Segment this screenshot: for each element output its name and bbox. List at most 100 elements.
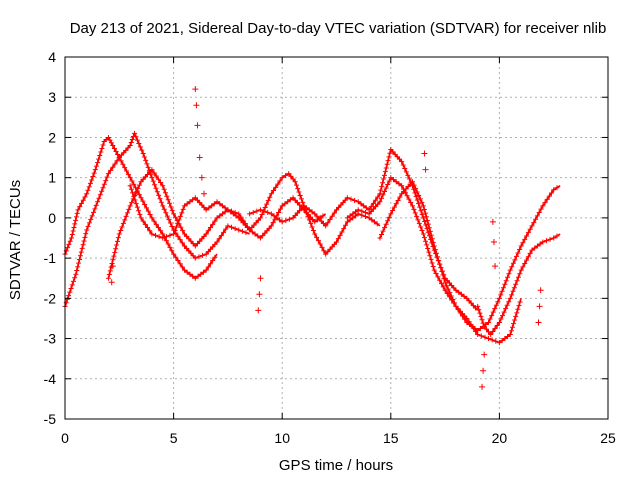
data-point (405, 172, 411, 178)
data-point (136, 140, 142, 146)
data-point (380, 228, 386, 234)
data-point (520, 264, 526, 270)
outlier-point (421, 150, 428, 157)
data-point (381, 172, 387, 178)
data-point (507, 332, 513, 338)
data-point (368, 208, 374, 214)
data-point (549, 190, 555, 196)
data-point (292, 212, 298, 218)
data-point (268, 211, 274, 217)
data-point (257, 207, 263, 213)
data-point (427, 228, 433, 234)
data-point (247, 227, 253, 233)
data-point (164, 193, 170, 199)
data-point (268, 191, 274, 197)
outlier-point (196, 154, 203, 161)
data-point (67, 289, 73, 295)
data-point (320, 221, 326, 227)
data-point (410, 179, 416, 185)
data-point (240, 220, 246, 226)
data-point (107, 137, 113, 143)
data-point (137, 144, 143, 150)
data-point (105, 171, 111, 177)
data-point (551, 235, 557, 241)
outlier-point (257, 275, 264, 282)
data-point (64, 296, 70, 302)
data-point (391, 204, 397, 210)
data-point (532, 245, 538, 251)
data-point (412, 190, 418, 196)
data-point (175, 220, 181, 226)
data-point (290, 195, 296, 201)
data-point (430, 264, 436, 270)
x-tick-label: 25 (600, 430, 616, 446)
data-point (184, 269, 190, 275)
data-point (84, 227, 90, 233)
data-point (105, 275, 111, 281)
data-point (494, 322, 500, 328)
data-point (110, 142, 116, 148)
data-point (464, 319, 470, 325)
data-point (529, 223, 535, 229)
data-point (464, 295, 470, 301)
data-point (190, 197, 196, 203)
data-point (512, 317, 518, 323)
data-point (425, 245, 431, 251)
data-point (79, 245, 85, 251)
data-point (142, 174, 148, 180)
data-point (402, 165, 408, 171)
data-point (305, 213, 311, 219)
data-point (453, 303, 459, 309)
data-point (155, 225, 161, 231)
data-point (82, 194, 88, 200)
data-point (428, 232, 434, 238)
data-point (97, 153, 103, 159)
data-point (397, 194, 403, 200)
data-point (325, 220, 331, 226)
data-point (153, 232, 158, 238)
data-point (222, 205, 228, 211)
data-point (283, 218, 289, 224)
data-point (138, 195, 144, 201)
data-point (482, 334, 488, 340)
data-point (380, 180, 386, 186)
data-point (510, 288, 516, 294)
data-point (197, 238, 203, 244)
outlier-point (194, 122, 201, 129)
data-point (416, 201, 422, 207)
data-point (277, 178, 283, 184)
data-point (99, 146, 105, 152)
data-point (292, 197, 298, 203)
data-point (373, 204, 379, 210)
data-point (151, 170, 157, 176)
data-point (438, 281, 444, 287)
data-series (62, 130, 561, 346)
data-point (188, 250, 194, 256)
data-point (95, 160, 101, 166)
outlier-point (480, 367, 487, 374)
data-point (314, 213, 320, 219)
data-point (138, 179, 144, 185)
data-point (421, 206, 427, 212)
data-point (253, 220, 259, 226)
data-point (100, 185, 106, 191)
data-point (86, 220, 92, 226)
data-point (199, 202, 205, 208)
data-point (383, 185, 389, 191)
data-point (157, 196, 163, 202)
data-point (286, 216, 292, 222)
data-point (90, 174, 96, 180)
data-point (72, 275, 78, 281)
data-point (385, 218, 391, 224)
data-point (75, 207, 81, 213)
data-point (124, 168, 130, 174)
data-point (518, 267, 524, 273)
x-tick-label: 0 (61, 430, 69, 446)
series-sat-a (62, 134, 218, 281)
outlier-point (492, 263, 499, 270)
data-point (377, 199, 383, 205)
outlier-point (193, 102, 200, 109)
data-point (329, 213, 335, 219)
data-point (421, 235, 427, 241)
data-point (134, 204, 140, 210)
